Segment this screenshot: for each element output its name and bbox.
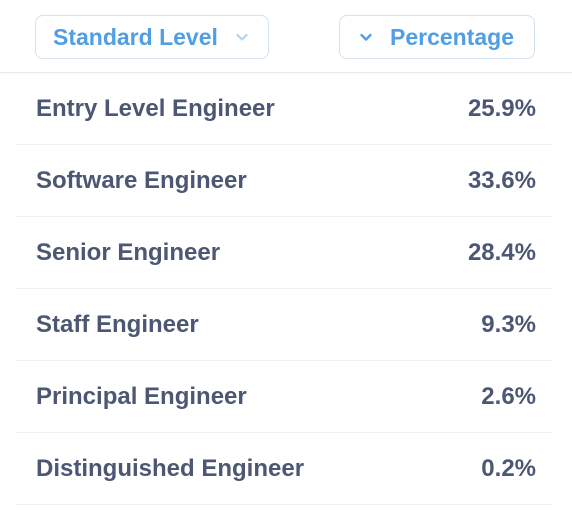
- table-header: Standard Level Percentage: [0, 0, 572, 73]
- row-percentage-value[interactable]: 2.6%: [481, 382, 536, 410]
- column-header-standard-level-label: Standard Level: [53, 23, 218, 50]
- table-row: Staff Engineer 9.3%: [16, 289, 552, 361]
- row-level-label[interactable]: Staff Engineer: [36, 310, 199, 338]
- row-percentage-value[interactable]: 25.9%: [467, 94, 536, 122]
- table-row: Entry Level Engineer 25.9%: [16, 73, 552, 145]
- table-row: Distinguished Engineer 0.2%: [16, 433, 552, 505]
- row-percentage-value[interactable]: 0.2%: [481, 454, 536, 482]
- chevron-down-icon: [236, 33, 248, 41]
- table-body: Entry Level Engineer 25.9% Software Engi…: [16, 73, 552, 505]
- row-percentage-value[interactable]: 9.3%: [481, 310, 536, 338]
- table-row: Senior Engineer 28.4%: [16, 217, 552, 289]
- row-percentage-value[interactable]: 28.4%: [467, 238, 536, 266]
- row-level-label[interactable]: Distinguished Engineer: [36, 454, 305, 482]
- column-header-percentage-label: Percentage: [390, 23, 515, 50]
- chevron-down-icon: [360, 33, 372, 41]
- row-level-label[interactable]: Software Engineer: [36, 166, 247, 194]
- column-header-percentage[interactable]: Percentage: [339, 15, 535, 59]
- column-header-standard-level[interactable]: Standard Level: [35, 15, 269, 59]
- table-row: Software Engineer 33.6%: [16, 145, 552, 217]
- table-row: Principal Engineer 2.6%: [16, 361, 552, 433]
- row-percentage-value[interactable]: 33.6%: [467, 166, 536, 194]
- row-level-label[interactable]: Senior Engineer: [36, 238, 221, 266]
- row-level-label[interactable]: Principal Engineer: [36, 382, 247, 410]
- row-level-label[interactable]: Entry Level Engineer: [36, 94, 275, 122]
